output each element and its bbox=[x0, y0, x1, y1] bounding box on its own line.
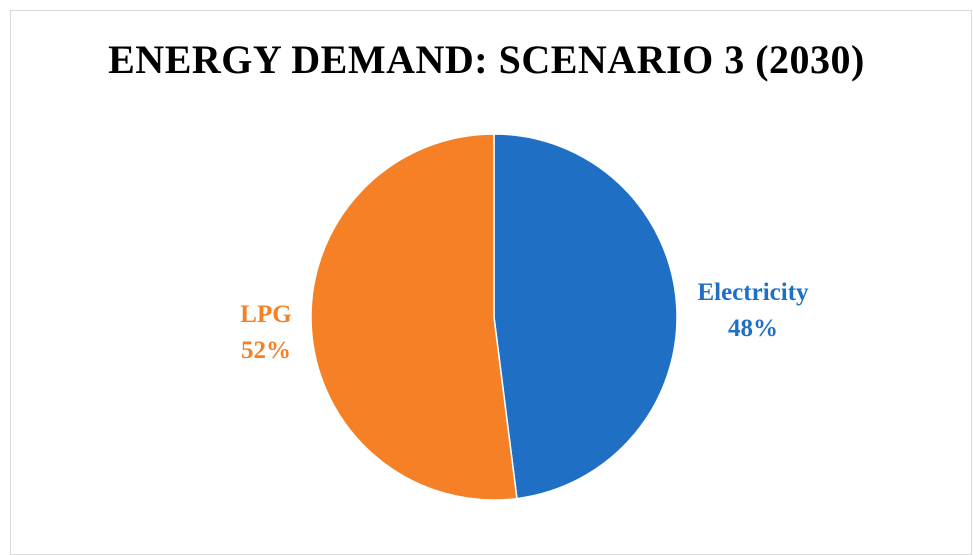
chart-title: ENERGY DEMAND: SCENARIO 3 (2030) bbox=[108, 37, 865, 82]
slice-label-lpg-name: LPG bbox=[240, 301, 291, 328]
pie-slices bbox=[310, 133, 678, 501]
slice-label-electricity-name: Electricity bbox=[697, 279, 809, 306]
slice-labels: Electricity 48% LPG 52% bbox=[240, 279, 809, 364]
slice-label-lpg-percent: 52% bbox=[241, 337, 291, 364]
pie-slice-lpg bbox=[310, 133, 518, 501]
pie-slice-electricity bbox=[493, 133, 678, 500]
slice-label-electricity-percent: 48% bbox=[728, 315, 778, 342]
